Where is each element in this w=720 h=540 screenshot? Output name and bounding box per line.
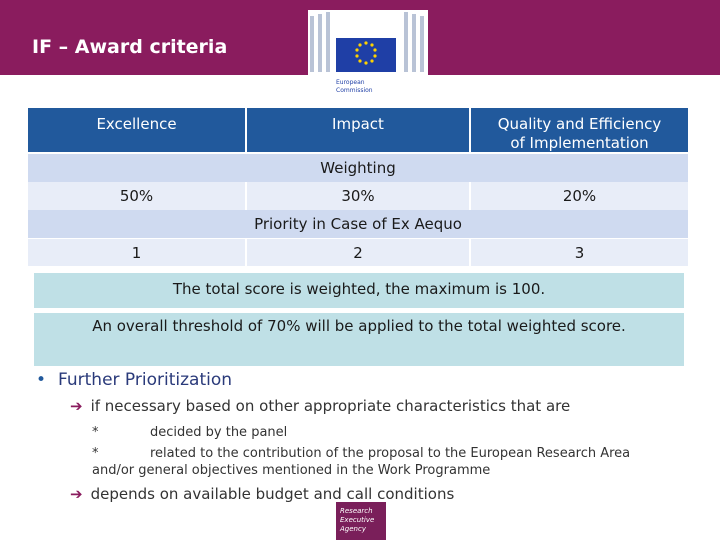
prioritization-line-1: ➔ if necessary based on other appropriate…	[70, 397, 571, 415]
sub-item-panel: * decided by the panel	[92, 425, 288, 440]
criteria-excellence: Excellence	[28, 108, 245, 152]
research-executive-agency-logo: Research Executive Agency	[336, 502, 386, 540]
total-score-note: The total score is weighted, the maximum…	[33, 272, 685, 309]
weighting-impact: 30%	[247, 182, 469, 210]
weighting-quality: 20%	[471, 182, 688, 210]
logo-text-european: European	[336, 79, 365, 86]
bullet-icon: •	[36, 370, 47, 390]
sub-item-contribution: * related to the contribution of the prop…	[92, 446, 631, 478]
european-commission-logo: European Commission	[308, 10, 428, 100]
arrow-right-icon: ➔	[70, 397, 83, 415]
criteria-header-row: Excellence Impact Quality and Efficiency…	[28, 108, 688, 152]
prioritization-line-2: ➔ depends on available budget and call co…	[70, 485, 455, 503]
criteria-impact: Impact	[247, 108, 469, 152]
priority-quality: 3	[471, 239, 688, 266]
weighting-values-row: 50% 30% 20%	[28, 182, 688, 210]
weighting-label: Weighting	[28, 154, 688, 182]
arrow-right-icon: ➔	[70, 485, 83, 503]
prioritization-heading: • Further Prioritization	[36, 370, 233, 390]
priority-excellence: 1	[28, 239, 245, 266]
page-title: IF – Award criteria	[32, 36, 228, 58]
priority-impact: 2	[247, 239, 469, 266]
logo-text-commission: Commission	[336, 87, 373, 94]
threshold-note: An overall threshold of 70% will be appl…	[33, 312, 685, 367]
criteria-quality: Quality and Efficiency of Implementation	[471, 108, 688, 152]
priority-values-row: 1 2 3	[28, 239, 688, 266]
weighting-excellence: 50%	[28, 182, 245, 210]
priority-label: Priority in Case of Ex Aequo	[28, 210, 688, 238]
